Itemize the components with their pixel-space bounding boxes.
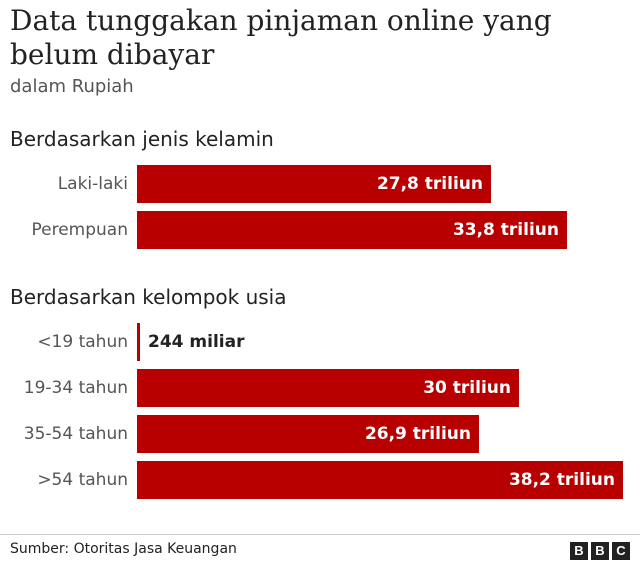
bar — [137, 369, 519, 407]
bbc-logo-letter-3: C — [612, 542, 630, 560]
bar — [137, 415, 479, 453]
section-title-1: Berdasarkan jenis kelamin — [10, 127, 274, 151]
source-note: Sumber: Otoritas Jasa Keuangan — [10, 541, 237, 557]
chart-subtitle: dalam Rupiah — [10, 76, 134, 97]
chart-title: Data tunggakan pinjaman online yang belu… — [10, 4, 552, 71]
category-label: 19-34 tahun — [23, 378, 128, 398]
section-title-2: Berdasarkan kelompok usia — [10, 285, 287, 309]
data-label: 244 miliar — [148, 332, 245, 352]
footer-divider — [0, 534, 640, 535]
category-label: 35-54 tahun — [23, 424, 128, 444]
data-label: 38,2 triliun — [508, 470, 615, 490]
bar — [137, 323, 140, 361]
category-label: >54 tahun — [37, 470, 128, 490]
bar — [137, 461, 623, 499]
bar — [137, 211, 567, 249]
bbc-logo-letter-2: B — [591, 542, 609, 560]
data-label: 27,8 triliun — [376, 174, 483, 194]
data-label: 26,9 triliun — [364, 424, 471, 444]
category-label: Laki-laki — [57, 174, 128, 194]
data-label: 30 triliun — [423, 378, 511, 398]
data-label: 33,8 triliun — [452, 220, 559, 240]
category-label: <19 tahun — [37, 332, 128, 352]
bbc-logo-letter-1: B — [570, 542, 588, 560]
bbc-logo: B B C — [570, 542, 630, 560]
category-label: Perempuan — [31, 220, 129, 240]
bar — [137, 165, 491, 203]
